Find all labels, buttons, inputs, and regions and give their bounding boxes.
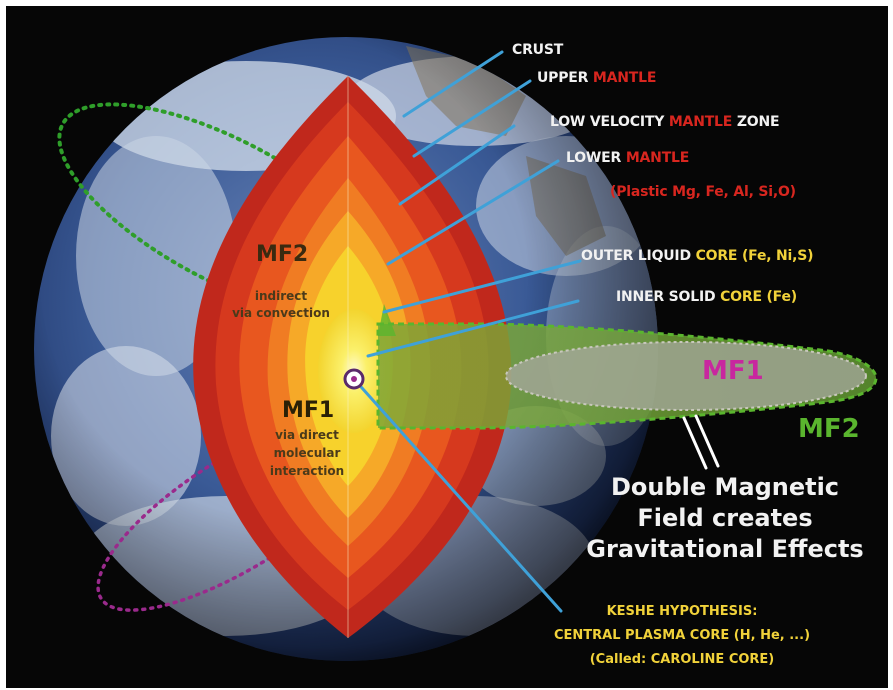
label-inner-solid-core: INNER SOLID CORE (Fe) (616, 289, 797, 305)
magnetic-field-beam (376, 304, 878, 430)
caroline-core-point (343, 368, 365, 390)
label-upper-mantle: UPPER MANTLE (537, 70, 657, 86)
gravitational-caption: Double Magnetic Field creates Gravitatio… (586, 473, 864, 563)
earth-cutaway-layers (193, 76, 512, 638)
mf2-beam-label: MF2 (798, 414, 860, 444)
label-lower-mantle: LOWER MANTLE (566, 150, 690, 166)
mf1-ellipse (505, 341, 867, 411)
label-lower-mantle-composition: (Plastic Mg, Fe, Al, Si,O) (610, 184, 796, 200)
mf1-beam-label: MF1 (702, 356, 764, 386)
label-low-velocity-zone: LOW VELOCITY MANTLE ZONE (550, 114, 780, 130)
mf1-description: via direct molecular interaction (269, 428, 345, 478)
mf2-title: MF2 (256, 242, 309, 267)
keshe-hypothesis: KESHE HYPOTHESIS: CENTRAL PLASMA CORE (H… (553, 604, 811, 667)
label-crust: CRUST (512, 42, 564, 58)
mf1-title: MF1 (282, 398, 335, 423)
diagram-frame: CRUST UPPER MANTLE LOW VELOCITY MANTLE Z… (6, 6, 888, 688)
label-outer-liquid-core: OUTER LIQUID CORE (Fe, Ni,S) (581, 248, 814, 264)
leader-lines (352, 50, 582, 613)
earth-diagram-graphic (34, 37, 878, 661)
field-arrow-marks (682, 414, 720, 470)
mf2-description: indirect via convection (232, 289, 330, 320)
